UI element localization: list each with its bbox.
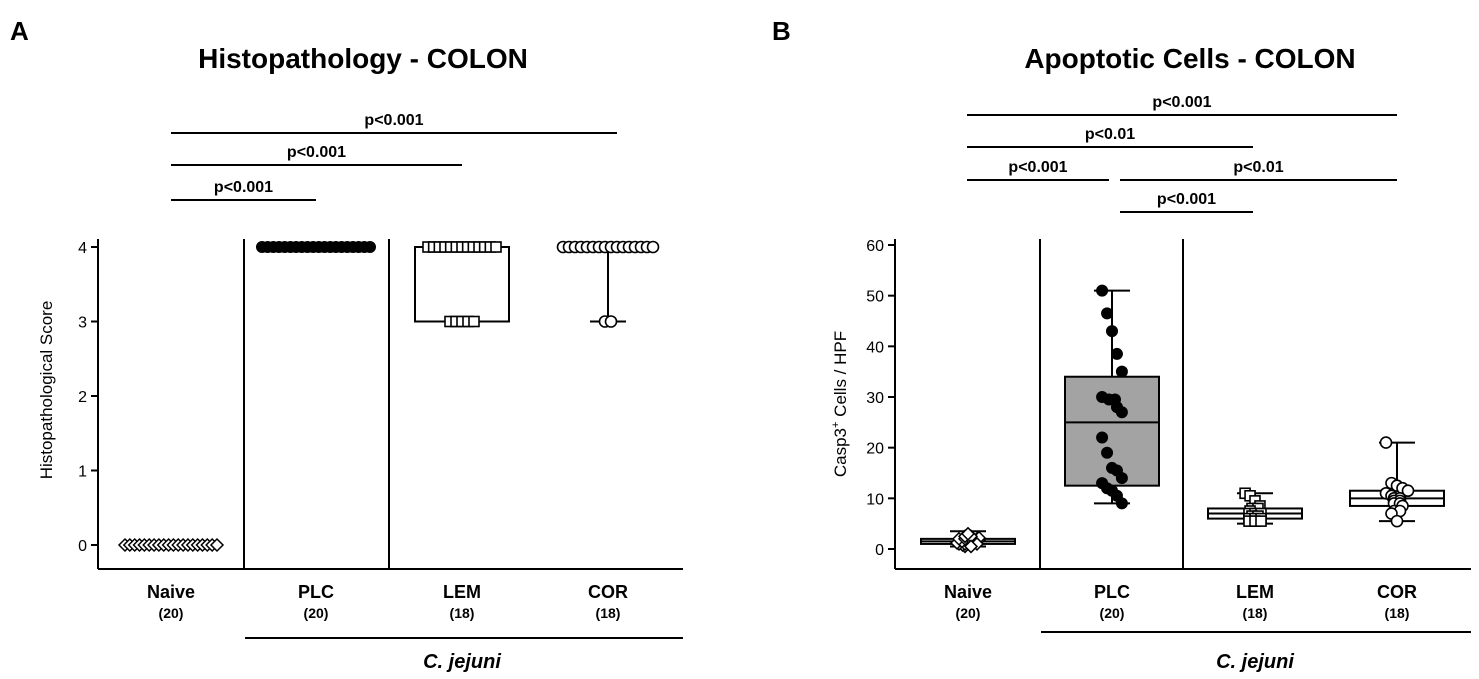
data-point (1115, 497, 1128, 510)
y-axis-label-a: Histopathological Score (37, 301, 56, 480)
data-point (1115, 472, 1128, 485)
y-tick-label: 3 (78, 315, 87, 332)
y-axis-label-b: Casp3+ Cells / HPF (830, 331, 850, 477)
data-point (1115, 365, 1128, 378)
x-category-label: COR (588, 582, 628, 602)
significance-label: p<0.001 (287, 144, 346, 161)
data-point (1255, 515, 1267, 527)
data-point (604, 315, 618, 328)
y-ticks-a: 0 1 2 3 4 (78, 240, 98, 555)
panel-letter-a: A (10, 16, 29, 46)
significance-brackets-b: p<0.001 p<0.01 p<0.001 p<0.01 p<0.001 (967, 94, 1397, 213)
y-tick-label: 2 (78, 389, 87, 406)
x-categories-a: Naive PLC LEM COR (20) (20) (18) (18) (147, 582, 628, 621)
data-point (646, 240, 660, 254)
data-point (1101, 307, 1114, 320)
significance-label: p<0.001 (1152, 94, 1211, 111)
panel-letter-b: B (772, 16, 791, 46)
significance-label: p<0.001 (1008, 159, 1067, 176)
group-label-b: C. jejuni (1216, 651, 1294, 673)
y-tick-label: 60 (866, 238, 884, 255)
data-point (364, 241, 376, 253)
significance-label: p<0.01 (1233, 159, 1283, 176)
significance-label: p<0.001 (1157, 191, 1216, 208)
y-tick-label: 20 (866, 441, 884, 458)
sample-size-label: (20) (159, 605, 184, 621)
data-point (1101, 446, 1114, 459)
data-point (1390, 514, 1404, 528)
x-categories-b: Naive PLC LEM COR (20) (20) (18) (18) (944, 582, 1417, 621)
y-tick-label: 40 (866, 339, 884, 356)
data-point (963, 539, 979, 554)
panel-b: B Apoptotic Cells - COLON Casp3+ Cells /… (772, 16, 1471, 673)
data-point (1110, 347, 1123, 360)
x-category-label: PLC (1094, 582, 1130, 602)
significance-label: p<0.001 (214, 179, 273, 196)
data-point (1096, 284, 1109, 297)
y-tick-label: 0 (875, 542, 884, 559)
data-point (1401, 484, 1415, 498)
y-tick-label: 30 (866, 390, 884, 407)
data-point (490, 241, 502, 253)
data-point (1106, 325, 1118, 338)
sample-size-label: (20) (956, 605, 981, 621)
y-tick-label: 50 (866, 289, 884, 306)
box (414, 246, 510, 323)
y-tick-label: 10 (866, 491, 884, 508)
sample-size-label: (18) (596, 605, 621, 621)
data-point (960, 526, 976, 541)
sample-size-label: (18) (450, 605, 475, 621)
sample-size-label: (18) (1385, 605, 1410, 621)
data-point (1115, 406, 1128, 419)
y-tick-label: 1 (78, 464, 87, 481)
x-category-label: LEM (443, 582, 481, 602)
data-point (209, 537, 225, 553)
x-category-label: Naive (944, 582, 992, 602)
significance-brackets-a: p<0.001 p<0.001 p<0.001 (171, 112, 617, 201)
y-tick-label: 4 (78, 240, 87, 257)
x-category-label: PLC (298, 582, 334, 602)
panel-a: A Histopathology - COLON Histopathologic… (10, 16, 683, 673)
y-tick-label: 0 (78, 538, 87, 555)
points-a (117, 240, 660, 553)
data-point (1096, 431, 1109, 444)
x-category-label: COR (1377, 582, 1417, 602)
chart-title-b: Apoptotic Cells - COLON (1024, 43, 1355, 74)
x-category-label: Naive (147, 582, 195, 602)
y-ticks-b: 0 10 20 30 40 50 60 (866, 238, 895, 559)
points-b (949, 284, 1415, 554)
x-category-label: LEM (1236, 582, 1274, 602)
significance-label: p<0.01 (1085, 126, 1135, 143)
sample-size-label: (20) (304, 605, 329, 621)
data-point (1379, 436, 1393, 449)
significance-label: p<0.001 (364, 112, 423, 129)
sample-size-label: (20) (1100, 605, 1125, 621)
chart-title-a: Histopathology - COLON (198, 43, 528, 74)
data-point (468, 315, 480, 328)
sample-size-label: (18) (1243, 605, 1268, 621)
group-label-a: C. jejuni (423, 651, 501, 673)
